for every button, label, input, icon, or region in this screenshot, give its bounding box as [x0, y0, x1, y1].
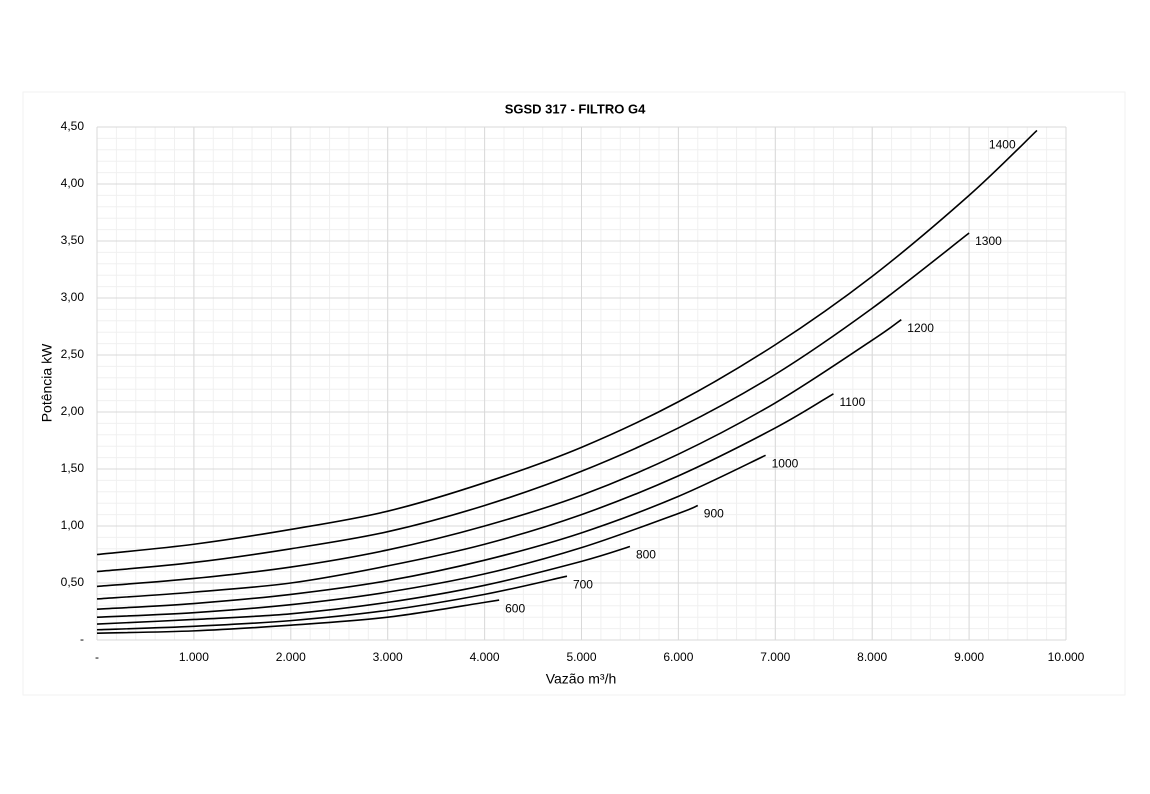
chart-title: SGSD 317 - FILTRO G4 [505, 101, 646, 116]
x-tick-label: 6.000 [663, 650, 693, 664]
series-label: 1200 [907, 321, 934, 335]
series-label: 1300 [975, 234, 1002, 248]
y-tick-label: 4,00 [61, 176, 85, 190]
series-label: 900 [704, 507, 724, 521]
line-series [96, 319, 902, 588]
x-tick-label: 1.000 [179, 650, 209, 664]
y-tick-label: 2,00 [61, 404, 85, 418]
series-label: 1400 [989, 138, 1016, 152]
x-tick-label: 4.000 [470, 650, 500, 664]
y-tick-label: 2,50 [61, 347, 85, 361]
line-series [96, 545, 631, 625]
y-tick-label: - [80, 632, 84, 646]
line-series [96, 599, 500, 634]
x-tick-label: 7.000 [760, 650, 790, 664]
line-series [96, 129, 1038, 556]
line-series [96, 393, 834, 600]
series-label: 600 [505, 601, 525, 615]
y-tick-label: 3,00 [61, 290, 85, 304]
y-tick-label: 1,50 [61, 461, 85, 475]
series-label: 800 [636, 548, 656, 562]
line-series [96, 575, 568, 631]
x-tick-label: - [95, 650, 99, 664]
series-label: 1100 [839, 395, 865, 409]
x-tick-label: 8.000 [857, 650, 887, 664]
x-tick-label: 9.000 [954, 650, 984, 664]
line-series [96, 504, 699, 618]
y-axis-label: Potência kW [39, 343, 55, 422]
x-tick-label: 2.000 [276, 650, 306, 664]
y-tick-label: 4,50 [61, 119, 85, 133]
x-axis-label: Vazão m³/h [546, 671, 617, 687]
x-tick-label: 3.000 [373, 650, 403, 664]
x-tick-label: 5.000 [566, 650, 596, 664]
y-tick-label: 1,00 [61, 518, 85, 532]
x-tick-label: 10.000 [1048, 650, 1085, 664]
line-series [96, 232, 970, 573]
line-series [96, 454, 766, 611]
y-tick-label: 3,50 [61, 233, 85, 247]
series-label: 700 [573, 577, 593, 591]
series-label: 1000 [772, 456, 799, 470]
y-tick-label: 0,50 [61, 575, 85, 589]
